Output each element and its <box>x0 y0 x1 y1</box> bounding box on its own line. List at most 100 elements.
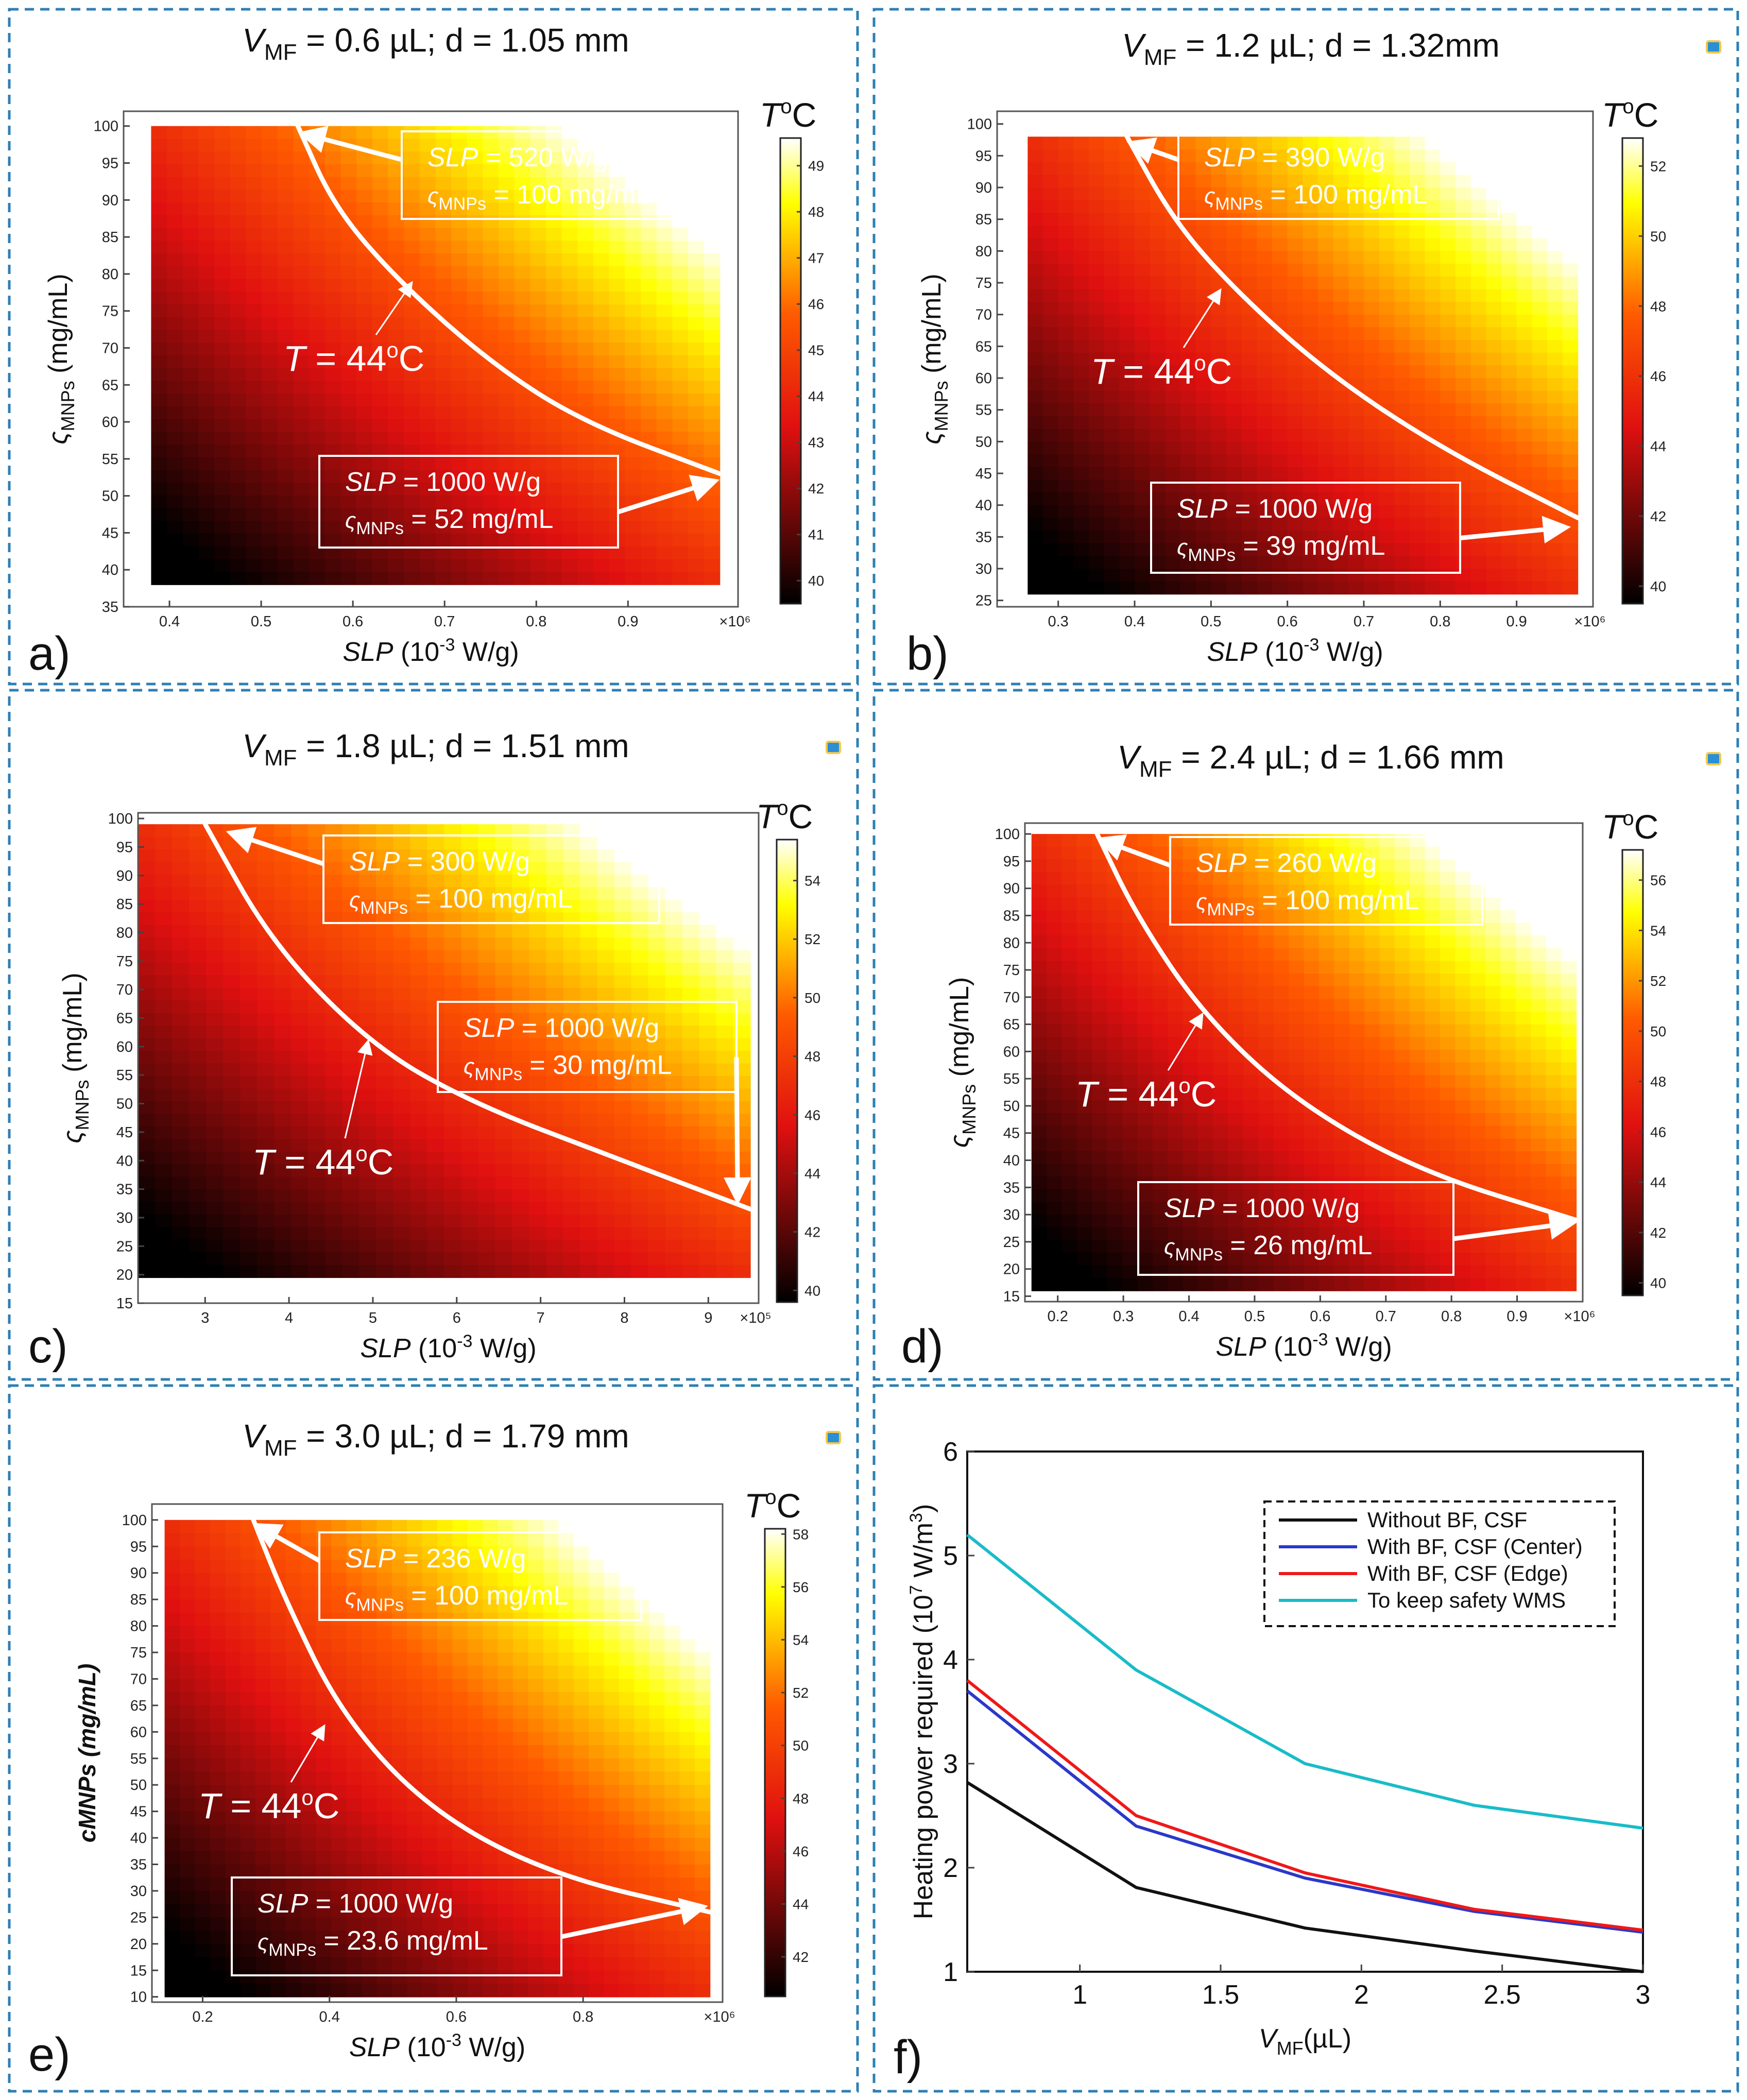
heatmap-cell <box>155 1265 173 1278</box>
heatmap-cell <box>214 343 231 356</box>
heatmap-cell <box>609 164 626 178</box>
heatmap-cell <box>1195 175 1212 188</box>
heatmap-cell <box>1258 974 1274 987</box>
heatmap-cell <box>1289 948 1305 962</box>
contour-label-value: = 44 <box>275 1142 356 1182</box>
heatmap-cell <box>1318 1278 1335 1291</box>
heatmap-cell <box>529 925 547 938</box>
heatmap-cell <box>340 534 357 547</box>
heatmap-cell <box>1226 454 1242 468</box>
heatmap-cell <box>340 253 357 267</box>
heatmap-cell <box>182 317 199 331</box>
heatmap-cell <box>214 279 231 293</box>
heatmap-cell <box>1211 518 1227 531</box>
heatmap-cell <box>682 874 700 888</box>
heatmap-cell <box>1547 302 1563 315</box>
heatmap-cell <box>1486 518 1502 531</box>
heatmap-cell <box>293 330 310 343</box>
heatmap-cell <box>324 279 341 293</box>
heatmap-cell <box>291 1000 309 1014</box>
heatmap-cell <box>1061 1164 1077 1177</box>
heatmap-cell <box>1211 556 1227 569</box>
heatmap-cell <box>733 1227 751 1240</box>
heatmap-cell <box>1228 961 1244 974</box>
annotation-conc-symbol: ς <box>345 508 356 533</box>
heatmap-cell <box>1195 518 1212 531</box>
heatmap-cell <box>467 151 484 165</box>
heatmap-cell <box>1043 429 1059 442</box>
heatmap-cell <box>1334 1037 1350 1050</box>
heatmap-cell <box>1061 872 1077 885</box>
heatmap-cell <box>593 546 610 560</box>
heatmap-cell <box>641 394 657 407</box>
heatmap-cell <box>514 419 531 433</box>
heatmap-cell <box>699 1164 717 1177</box>
heatmap-cell <box>1501 543 1517 557</box>
heatmap-cell <box>1058 390 1074 404</box>
heatmap-cell <box>1073 302 1089 315</box>
heatmap-cell <box>704 292 721 305</box>
heatmap-cell <box>1165 365 1181 379</box>
heatmap-cell <box>309 330 326 343</box>
heatmap-cell <box>656 139 673 152</box>
heatmap-cell <box>1394 454 1410 468</box>
heatmap-cell <box>1211 543 1227 557</box>
heatmap-cell <box>1547 175 1563 188</box>
heatmap-cell <box>577 253 594 267</box>
heatmap-cell <box>155 1189 173 1203</box>
heatmap-cell <box>716 1063 734 1077</box>
heatmap-cell <box>1137 872 1153 885</box>
heatmap-cell <box>699 1239 717 1253</box>
heatmap-cell <box>1318 1164 1335 1177</box>
heatmap-cell <box>512 1164 530 1177</box>
heatmap-cell <box>1532 416 1548 430</box>
heatmap-cell <box>1150 505 1166 519</box>
heatmap-cell <box>1272 518 1288 531</box>
y-tick-label: 40 <box>975 498 992 514</box>
heatmap-cell <box>1031 1189 1048 1203</box>
heatmap-cell <box>1318 935 1335 949</box>
heatmap-cell <box>1073 429 1089 442</box>
heatmap-cell <box>1228 1125 1244 1139</box>
annotation-slp: SLP = 300 W/g <box>349 847 530 877</box>
heatmap-cell <box>716 836 734 850</box>
heatmap-cell <box>1364 581 1380 595</box>
heatmap-cell <box>1047 935 1063 949</box>
heatmap-cell <box>1135 467 1151 481</box>
heatmap-cell <box>631 1214 649 1228</box>
heatmap-cell <box>1150 492 1166 506</box>
heatmap-cell <box>1150 352 1166 366</box>
heatmap-cell <box>1211 226 1227 239</box>
heatmap-cell <box>546 1114 564 1127</box>
heatmap-cell <box>1334 935 1350 949</box>
heatmap-cell <box>1043 390 1059 404</box>
heatmap-cell <box>625 317 641 331</box>
heatmap-cell <box>1213 999 1229 1012</box>
heatmap-cell <box>325 1239 343 1253</box>
y-tick-label: 55 <box>102 451 118 468</box>
heatmap-cell <box>189 1076 207 1089</box>
heatmap-cell <box>1061 897 1077 911</box>
heatmap-cell <box>561 432 578 445</box>
heatmap-cell <box>1226 569 1242 582</box>
heatmap-cell <box>1532 264 1548 277</box>
heatmap-cell <box>342 1202 360 1215</box>
heatmap-cell <box>155 1202 173 1215</box>
heatmap-cell <box>340 317 357 331</box>
heatmap-cell <box>1394 251 1410 264</box>
heatmap-cell <box>546 925 564 938</box>
heatmap-cell <box>340 151 357 165</box>
heatmap-cell <box>546 508 562 522</box>
heatmap-cell <box>223 1038 241 1052</box>
heatmap-cell <box>614 887 632 900</box>
heatmap-cell <box>444 1176 462 1190</box>
heatmap-cell <box>1364 276 1380 290</box>
heatmap-cell <box>151 241 167 254</box>
heatmap-cell <box>1516 403 1533 417</box>
heatmap-cell <box>1241 149 1258 163</box>
heatmap-cell <box>325 1214 343 1228</box>
heatmap-cell <box>167 572 183 585</box>
heatmap-cell <box>1027 480 1043 493</box>
heatmap-cell <box>151 164 167 178</box>
heatmap-cell <box>1183 1138 1198 1152</box>
